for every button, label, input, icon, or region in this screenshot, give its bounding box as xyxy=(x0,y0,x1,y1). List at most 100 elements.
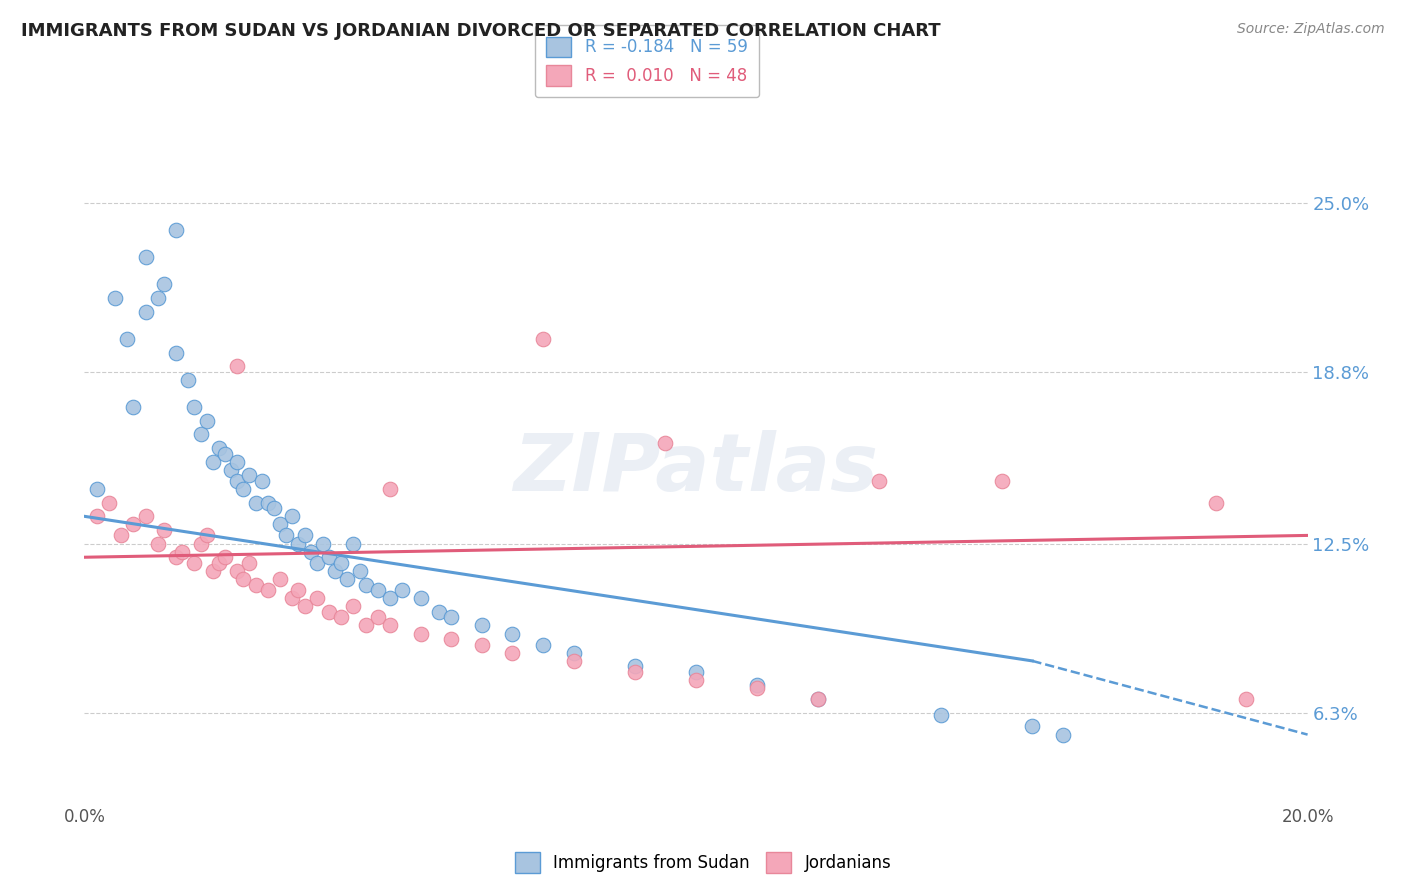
Point xyxy=(471,638,494,652)
Point xyxy=(165,223,187,237)
Point xyxy=(685,673,707,687)
Point xyxy=(281,591,304,606)
Point xyxy=(287,582,309,597)
Point xyxy=(502,626,524,640)
Point xyxy=(146,536,169,550)
Point xyxy=(562,654,585,668)
Point xyxy=(367,582,389,597)
Point xyxy=(226,564,249,578)
Point xyxy=(299,545,322,559)
Point xyxy=(318,550,340,565)
Point xyxy=(427,605,450,619)
Text: IMMIGRANTS FROM SUDAN VS JORDANIAN DIVORCED OR SEPARATED CORRELATION CHART: IMMIGRANTS FROM SUDAN VS JORDANIAN DIVOR… xyxy=(21,22,941,40)
Point xyxy=(531,638,554,652)
Point xyxy=(349,564,371,578)
Point xyxy=(245,577,267,591)
Point xyxy=(146,291,169,305)
Point xyxy=(330,610,353,624)
Point xyxy=(409,626,432,640)
Point xyxy=(409,591,432,606)
Point xyxy=(183,556,205,570)
Point xyxy=(747,678,769,692)
Point xyxy=(214,550,236,565)
Point xyxy=(165,345,187,359)
Point xyxy=(135,250,157,264)
Point xyxy=(201,455,224,469)
Point xyxy=(336,572,359,586)
Point xyxy=(330,556,353,570)
Point xyxy=(269,572,291,586)
Point xyxy=(153,523,176,537)
Point xyxy=(342,599,364,614)
Point xyxy=(110,528,132,542)
Point xyxy=(1021,719,1043,733)
Point xyxy=(380,482,402,496)
Point xyxy=(531,332,554,346)
Point xyxy=(1236,692,1258,706)
Point xyxy=(208,441,231,455)
Point xyxy=(1205,496,1227,510)
Point xyxy=(86,509,108,524)
Point xyxy=(654,435,676,450)
Point xyxy=(250,474,273,488)
Point xyxy=(135,509,157,524)
Point xyxy=(115,332,138,346)
Point xyxy=(471,618,494,632)
Point xyxy=(195,528,218,542)
Point xyxy=(318,605,340,619)
Point xyxy=(294,528,316,542)
Point xyxy=(354,577,377,591)
Point xyxy=(807,692,830,706)
Point xyxy=(257,496,280,510)
Point xyxy=(929,708,952,723)
Point xyxy=(323,564,346,578)
Point xyxy=(354,618,377,632)
Point xyxy=(97,496,120,510)
Point xyxy=(177,373,200,387)
Point xyxy=(263,501,285,516)
Point xyxy=(201,564,224,578)
Point xyxy=(276,528,298,542)
Point xyxy=(135,304,157,318)
Text: ZIPatlas: ZIPatlas xyxy=(513,430,879,508)
Point xyxy=(195,414,218,428)
Point xyxy=(153,277,176,292)
Point xyxy=(305,556,328,570)
Point xyxy=(232,572,254,586)
Point xyxy=(122,400,145,414)
Point xyxy=(190,427,212,442)
Point xyxy=(312,536,335,550)
Point xyxy=(281,509,304,524)
Point xyxy=(183,400,205,414)
Point xyxy=(380,618,402,632)
Point xyxy=(342,536,364,550)
Point xyxy=(172,545,194,559)
Point xyxy=(86,482,108,496)
Point xyxy=(440,632,463,646)
Point xyxy=(232,482,254,496)
Point xyxy=(440,610,463,624)
Legend: Immigrants from Sudan, Jordanians: Immigrants from Sudan, Jordanians xyxy=(508,846,898,880)
Point xyxy=(502,646,524,660)
Point xyxy=(624,665,647,679)
Point xyxy=(269,517,291,532)
Point xyxy=(380,591,402,606)
Point xyxy=(245,496,267,510)
Point xyxy=(287,536,309,550)
Point xyxy=(807,692,830,706)
Point xyxy=(226,359,249,374)
Legend: R = -0.184   N = 59, R =  0.010   N = 48: R = -0.184 N = 59, R = 0.010 N = 48 xyxy=(534,25,759,97)
Point xyxy=(208,556,231,570)
Text: Source: ZipAtlas.com: Source: ZipAtlas.com xyxy=(1237,22,1385,37)
Point xyxy=(391,582,413,597)
Point xyxy=(190,536,212,550)
Point xyxy=(226,474,249,488)
Point xyxy=(214,446,236,460)
Point xyxy=(1052,728,1074,742)
Point xyxy=(367,610,389,624)
Point xyxy=(747,681,769,696)
Point xyxy=(238,468,260,483)
Point xyxy=(305,591,328,606)
Point xyxy=(104,291,127,305)
Point xyxy=(685,665,707,679)
